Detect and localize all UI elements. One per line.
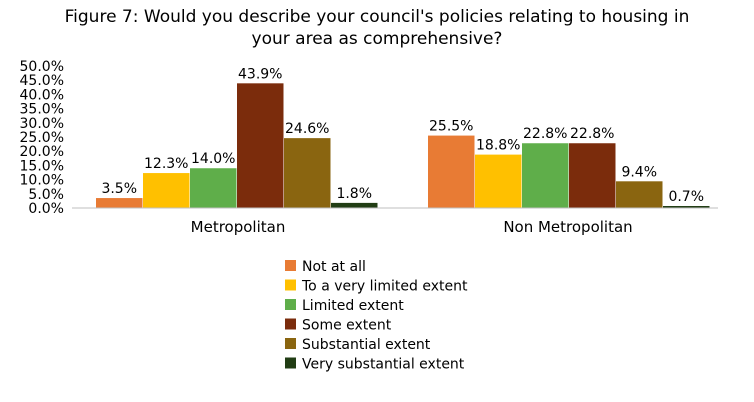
- data-label: 14.0%: [191, 151, 235, 167]
- data-label: 22.8%: [570, 126, 614, 142]
- y-tick-label: 25.0%: [20, 130, 64, 146]
- legend: Not at all To a very limited extent Limite…: [285, 259, 468, 373]
- chart-title-line-1: Figure 7: Would you describe your counci…: [65, 7, 690, 27]
- bar: [522, 143, 569, 208]
- bar: [331, 202, 378, 208]
- x-category-label: Non Metropolitan: [503, 218, 632, 236]
- data-label: 12.3%: [144, 156, 188, 172]
- bar: [475, 154, 522, 208]
- legend-swatch: [285, 338, 296, 349]
- legend-label: Very substantial extent: [302, 357, 465, 373]
- y-tick-label: 20.0%: [20, 144, 64, 160]
- legend-swatch: [285, 357, 296, 369]
- data-label: 22.8%: [523, 126, 567, 142]
- bar: [569, 143, 616, 208]
- chart-title: Figure 7: Would you describe your counci…: [65, 7, 690, 49]
- legend-label: Not at all: [302, 259, 366, 275]
- legend-swatch: [285, 299, 296, 310]
- data-label: 24.6%: [285, 121, 329, 137]
- y-tick-label: 10.0%: [20, 173, 64, 189]
- y-tick-label: 15.0%: [20, 158, 64, 174]
- bar: [190, 168, 237, 208]
- chart-title-line-2: your area as comprehensive?: [252, 29, 503, 49]
- bar: [616, 181, 663, 208]
- data-label: 1.8%: [336, 186, 372, 202]
- legend-label: To a very limited extent: [301, 279, 468, 295]
- bar: [237, 83, 284, 208]
- y-tick-label: 35.0%: [20, 102, 64, 118]
- y-axis: 0.0%5.0%10.0%15.0%20.0%25.0%30.0%35.0%40…: [20, 59, 64, 217]
- data-label: 3.5%: [101, 181, 137, 197]
- legend-label: Some extent: [302, 318, 392, 334]
- legend-label: Substantial extent: [302, 337, 431, 353]
- y-tick-label: 0.0%: [28, 201, 64, 217]
- y-tick-label: 45.0%: [20, 73, 64, 89]
- legend-swatch: [285, 279, 296, 291]
- data-label: 9.4%: [621, 164, 657, 180]
- bar: [284, 138, 331, 208]
- data-label: 25.5%: [429, 119, 473, 135]
- bar: [663, 206, 710, 208]
- bar: [143, 173, 190, 208]
- data-labels: 3.5%12.3% 14.0%43.9%24.6%1.8%25.5%18.8%22…: [101, 66, 704, 205]
- legend-swatch: [285, 318, 296, 330]
- data-label: 18.8%: [476, 138, 520, 154]
- y-tick-label: 40.0%: [20, 87, 64, 103]
- x-category-label: Metropolitan: [191, 218, 286, 236]
- y-tick-label: 30.0%: [20, 116, 64, 132]
- legend-label: Limited extent: [302, 298, 404, 314]
- legend-swatch: [285, 260, 296, 271]
- bar: [96, 198, 143, 208]
- bar: [428, 135, 475, 208]
- x-axis-category-labels: Metropolitan Non Metropolitan: [191, 218, 633, 236]
- y-tick-label: 50.0%: [20, 59, 64, 75]
- data-label: 0.7%: [668, 189, 704, 205]
- y-tick-label: 5.0%: [28, 187, 64, 203]
- bars: [96, 83, 710, 208]
- data-label: 43.9%: [238, 66, 282, 82]
